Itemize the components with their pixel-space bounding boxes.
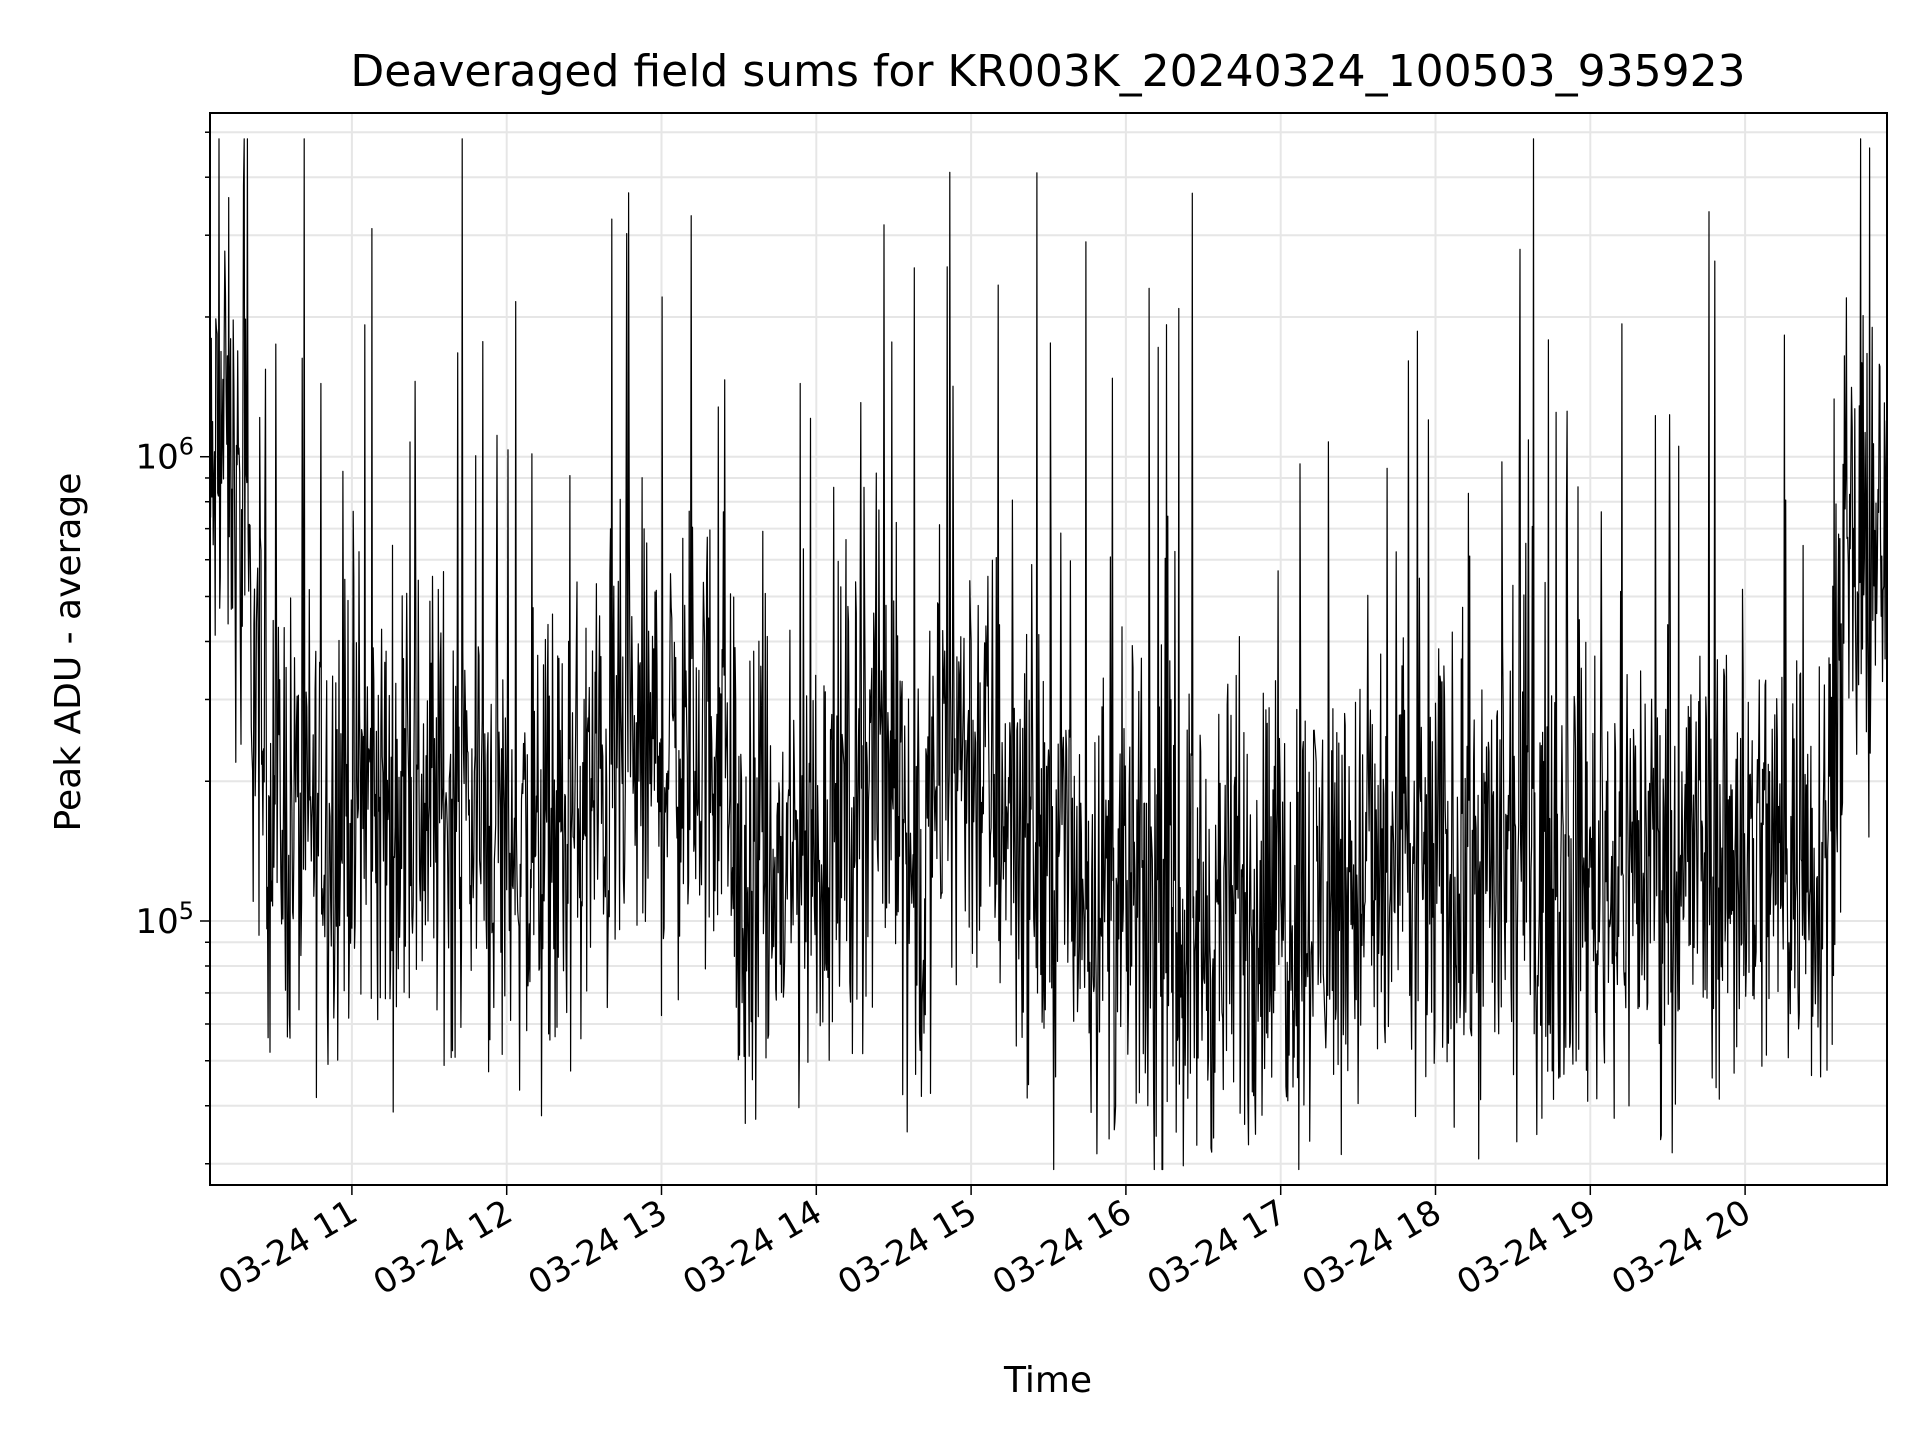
x-tick-label: 03-24 19 [1450,1192,1602,1303]
x-axis: 03-24 11 03-24 12 03-24 13 03-24 14 03-24 15… [212,1185,1758,1303]
y-tick-label: 105 [135,897,194,942]
x-axis-label: Time [1003,1360,1092,1401]
x-tick-label: 03-24 11 [212,1192,364,1303]
y-tick-label: 106 [135,433,194,478]
x-tick-label: 03-24 15 [831,1192,983,1303]
x-tick-label: 03-24 18 [1296,1192,1448,1303]
grid [210,113,1887,1185]
x-tick-label: 03-24 12 [367,1192,519,1303]
x-tick-label: 03-24 17 [1141,1192,1293,1303]
chart-title: Deaveraged field sums for KR003K_2024032… [350,46,1745,97]
x-tick-label: 03-24 16 [986,1192,1138,1303]
x-tick-label: 03-24 20 [1605,1192,1757,1303]
y-axis-label: Peak ADU - average [48,473,89,832]
x-tick-label: 03-24 13 [522,1192,674,1303]
y-axis: 105 106 [135,131,210,1165]
series-line [209,138,1888,1171]
x-tick-label: 03-24 14 [676,1192,828,1303]
data-trace [209,138,1888,1171]
plot-frame [209,112,1888,1186]
